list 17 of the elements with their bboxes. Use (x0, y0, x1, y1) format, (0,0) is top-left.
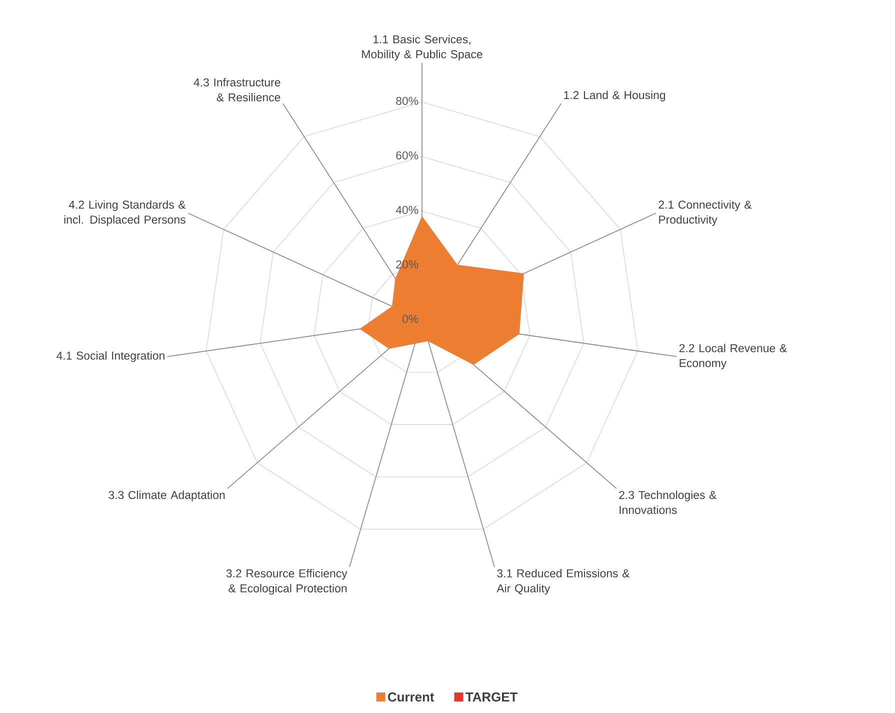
spoke-label: 1.1 Basic Services, Mobility & Public Space (362, 34, 482, 61)
spoke-label: 3.2 Resource Efficiency & Ecological Protection (226, 569, 348, 595)
spoke-label: 4.3 Infrastructure & Resilience (194, 78, 280, 102)
spoke-label: 2.1 Connectivity & Productivity (658, 200, 752, 226)
spoke-label: 3.1 Reduced Emissions & Air Quality (496, 569, 630, 595)
y-tick-label: 40% (396, 206, 418, 214)
spoke-label: 4.2 Living Standards & incl. Displaced Persons (64, 200, 186, 226)
y-tick-label: 80% (396, 96, 418, 105)
spoke-label: 3.3 Climate Adaptation (108, 490, 225, 502)
spoke-label: 1.2 Land & Housing (564, 90, 666, 102)
legend-label: TARGET (466, 692, 518, 702)
y-tick-label: 60% (396, 151, 418, 160)
spoke-label: 4.1 Social Integration (56, 351, 164, 362)
spoke-label: 2.3 Technologies & Innovations (619, 490, 716, 514)
spoke-label: 2.2 Local Revenue & Economy (679, 344, 787, 370)
y-tick-label: 0% (402, 314, 418, 323)
legend-label: Current (388, 692, 434, 702)
